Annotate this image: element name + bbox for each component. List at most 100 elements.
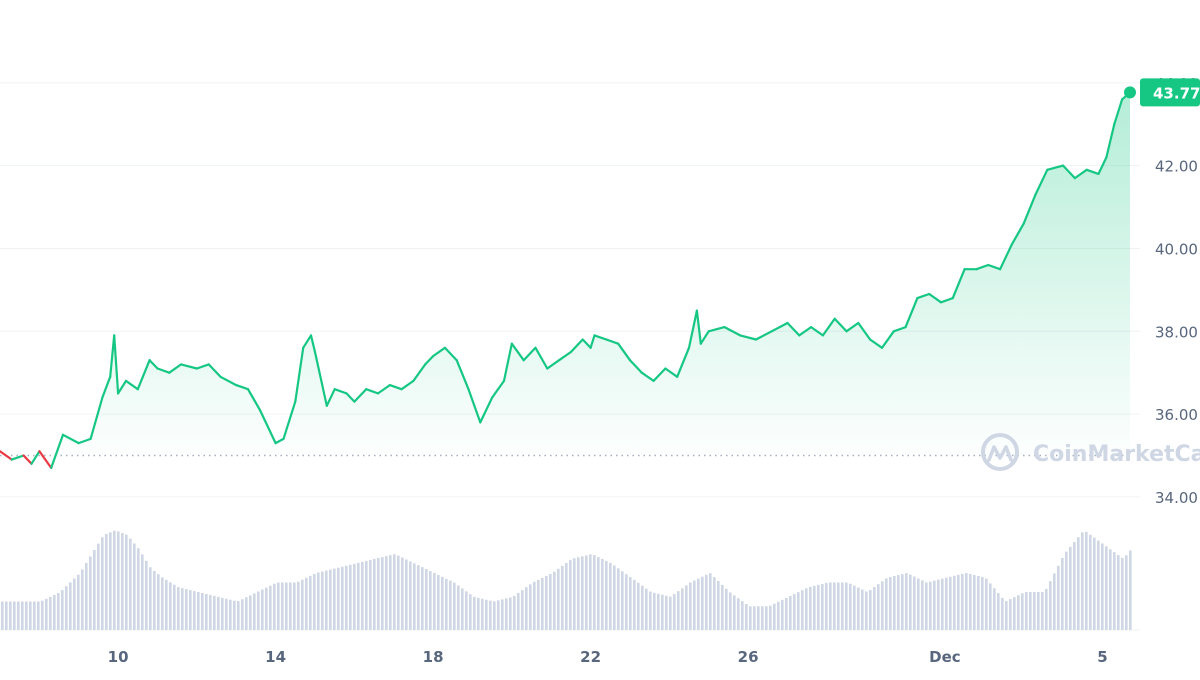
- volume-bar: [689, 582, 692, 630]
- price-segment: [809, 326, 825, 337]
- volume-bar: [621, 571, 624, 630]
- volume-bar: [413, 563, 416, 630]
- volume-bar: [505, 598, 508, 630]
- price-segment: [951, 268, 966, 300]
- volume-bar: [741, 601, 744, 630]
- volume-bar: [941, 578, 944, 630]
- volume-bar: [921, 580, 924, 630]
- volume-bar: [765, 606, 768, 630]
- volume-bar: [325, 570, 328, 630]
- volume-bar: [77, 574, 80, 630]
- volume-bar: [961, 573, 964, 630]
- price-segment: [109, 334, 116, 378]
- volume-bar: [65, 586, 68, 630]
- price-segment: [10, 454, 25, 461]
- price-segment: [628, 359, 643, 374]
- volume-bar: [1033, 592, 1036, 630]
- volume-bar: [833, 582, 836, 630]
- volume-bar: [245, 597, 248, 630]
- volume-bar: [481, 598, 484, 630]
- price-segment: [687, 309, 699, 349]
- price-segment: [1010, 222, 1025, 246]
- volume-bar: [993, 588, 996, 630]
- volume-bar: [901, 574, 904, 630]
- volume-bar: [745, 604, 748, 630]
- volume-bar: [665, 595, 668, 630]
- volume-bar: [493, 601, 496, 630]
- volume-bar: [425, 569, 428, 630]
- price-segment: [432, 346, 446, 358]
- volume-bar: [1121, 557, 1124, 630]
- volume-bar: [565, 563, 568, 630]
- x-tick-label: 26: [738, 648, 759, 666]
- volume-bar: [761, 606, 764, 630]
- price-segment: [1034, 168, 1049, 196]
- volume-bar: [129, 538, 132, 630]
- volume-bar: [1073, 542, 1076, 630]
- volume-bar: [417, 565, 420, 630]
- price-segment: [739, 334, 758, 341]
- volume-bar: [637, 582, 640, 630]
- price-segment: [786, 321, 801, 337]
- volume-bar: [793, 594, 796, 630]
- volume-bar: [181, 588, 184, 630]
- volume-bar: [657, 593, 660, 630]
- volume-bar: [5, 601, 8, 630]
- volume-bar: [433, 572, 436, 630]
- volume-bar: [509, 597, 512, 630]
- volume-bar: [17, 601, 20, 630]
- price-segment: [695, 309, 702, 345]
- volume-bar: [213, 595, 216, 630]
- x-tick-label: Dec: [929, 648, 961, 666]
- price-segment: [353, 388, 368, 403]
- price-segment: [333, 388, 348, 395]
- price-segment: [502, 342, 513, 382]
- price-segment: [258, 408, 277, 445]
- price-line: [0, 91, 1132, 469]
- volume-bar: [1097, 540, 1100, 630]
- volume-bar: [273, 583, 276, 630]
- price-segment: [195, 363, 210, 370]
- price-segment: [857, 321, 872, 341]
- volume-bar: [709, 573, 712, 630]
- volume-bar: [1085, 531, 1088, 630]
- price-segment: [309, 334, 317, 354]
- volume-bar: [721, 584, 724, 630]
- volume-bar: [573, 558, 576, 630]
- volume-bar: [13, 601, 16, 630]
- volume-bar: [585, 555, 588, 630]
- volume-bar: [461, 588, 464, 630]
- coinmarketcap-logo-icon: [981, 433, 1019, 471]
- volume-bar: [1109, 549, 1112, 630]
- volume-bar: [1101, 543, 1104, 630]
- price-segment: [148, 359, 159, 370]
- price-segment: [246, 388, 261, 411]
- volume-bar: [321, 571, 324, 630]
- price-segment: [0, 450, 13, 461]
- volume-bar: [821, 583, 824, 630]
- volume-bar: [829, 582, 832, 630]
- volume-bar: [1005, 601, 1008, 630]
- price-segment: [491, 379, 506, 399]
- volume-bar: [529, 584, 532, 630]
- volume-bar: [297, 581, 300, 630]
- volume-bar: [389, 555, 392, 630]
- volume-bar: [725, 588, 728, 630]
- price-segment: [89, 396, 104, 440]
- price-segment: [987, 263, 1002, 271]
- price-segment: [880, 330, 895, 349]
- volume-bar: [377, 558, 380, 630]
- volume-bar: [1049, 581, 1052, 630]
- volume-bar: [797, 592, 800, 630]
- price-segment: [124, 379, 139, 391]
- volume-bar: [249, 595, 252, 630]
- price-segment: [975, 263, 990, 271]
- price-segment: [939, 297, 954, 304]
- price-segment: [652, 367, 667, 382]
- volume-bar: [49, 596, 52, 630]
- price-area: [0, 92, 1130, 468]
- volume-bar: [53, 594, 56, 630]
- y-tick-label: 36.00: [1155, 406, 1198, 424]
